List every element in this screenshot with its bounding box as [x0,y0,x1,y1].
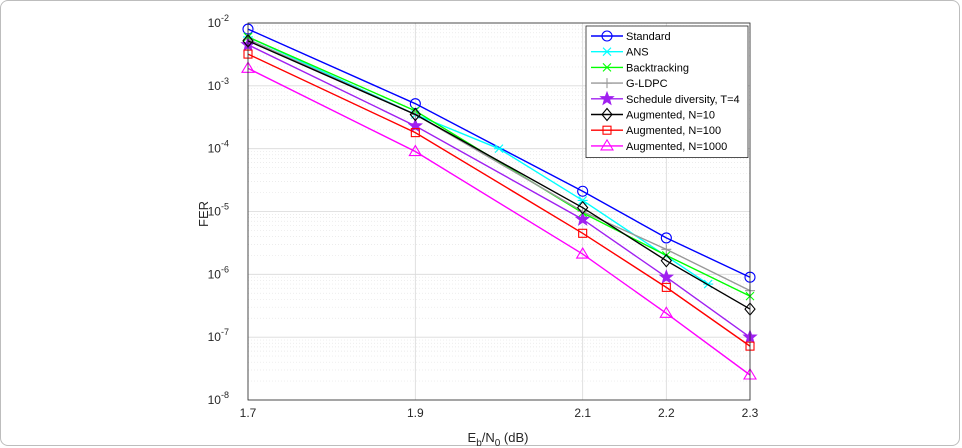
axes [247,22,751,401]
legend-label: Augmented, N=10 [626,110,715,122]
legend-item: Backtracking [591,62,689,74]
y-tick-label: 10-5 [208,202,229,219]
y-tick-label: 10-8 [208,390,229,407]
series-line [247,28,751,278]
legend-item: Augmented, N=1000 [591,138,727,153]
data-point [660,253,673,268]
data-point [410,128,420,138]
legend-item: ANS [591,47,649,59]
data-point [601,107,613,122]
data-point [408,144,423,157]
data-point [602,47,612,57]
y-tick-label: 10-7 [208,327,229,344]
legend-label: ANS [626,47,649,59]
x-tick-label: 2.3 [742,406,759,420]
data-point [600,138,614,151]
legend-label: Backtracking [626,62,689,74]
x-tick-label: 2.1 [574,406,591,420]
data-point [578,228,588,238]
legend-item: G-LDPC [591,78,668,90]
legend-label: Standard [626,31,671,43]
data-point [661,244,672,255]
data-point [601,30,613,42]
x-tick-label: 1.9 [407,406,424,420]
legend-item: Augmented, N=100 [591,125,721,137]
legend-label: G-LDPC [626,78,668,90]
data-point [660,232,672,244]
y-axis-label: FER [196,201,211,227]
x-tick-label: 1.7 [240,406,257,420]
y-tick-label: 10-3 [208,76,229,93]
x-tick-label: 2.2 [658,406,675,420]
data-point [602,63,612,72]
legend-item: Standard [591,30,671,43]
legend-label: Augmented, N=100 [626,125,721,137]
legend-item: Augmented, N=10 [591,107,715,122]
legend-label: Schedule diversity, T=4 [626,94,740,106]
data-point [599,90,615,106]
data-point [576,200,589,215]
data-point [659,306,674,318]
x-axis-label: Eb/N0 (dB) [468,430,529,448]
series-line [247,67,751,376]
series-line [247,53,751,347]
data-point [494,144,504,154]
tick-labels: 1.7 1.9 2.1 2.2 2.3 10-2 10-3 10-4 10-5 10-6 10-7 1… [208,13,759,420]
data-point [602,125,612,135]
series-line [247,40,751,310]
series-group [240,23,758,380]
legend-label: Augmented, N=1000 [626,141,727,153]
y-tick-label: 10-4 [208,139,229,156]
y-tick-label: 10-2 [208,13,229,30]
y-tick-label: 10-6 [208,264,229,281]
legend-item: Schedule diversity, T=4 [591,90,740,106]
data-point [574,211,591,226]
data-point [577,196,588,205]
data-point [661,282,671,292]
data-point [409,107,422,122]
data-point [577,185,589,197]
plot-box [247,22,751,401]
data-point [658,269,675,284]
legend: Standard ANS Backtracking G-LDPC Schedule di… [585,25,749,159]
data-point [602,78,612,89]
data-point [575,247,590,259]
legend-box [585,25,749,159]
